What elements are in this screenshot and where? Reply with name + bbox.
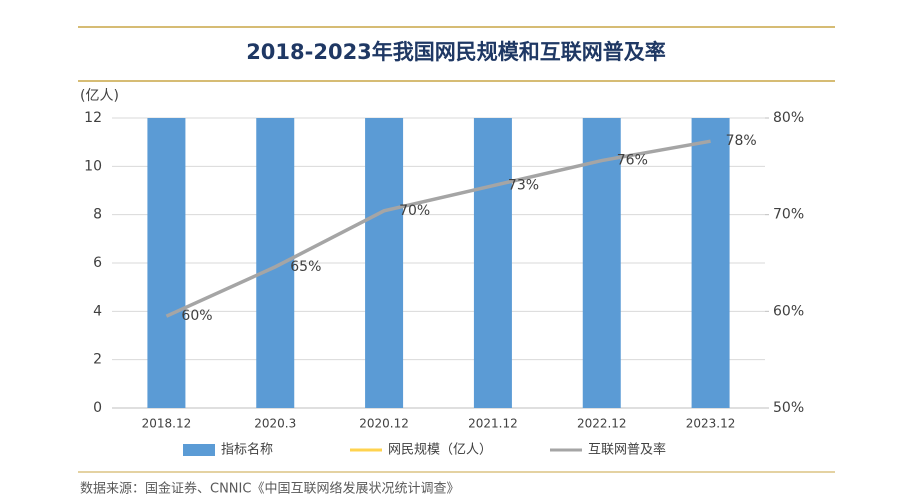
y-tick-label: 4 xyxy=(93,303,102,319)
y2-tick-label: 60% xyxy=(773,303,804,319)
bar xyxy=(473,118,512,408)
y2-tick-label: 50% xyxy=(773,400,804,416)
y-tick-label: 12 xyxy=(84,110,102,126)
y-tick-label: 8 xyxy=(93,207,102,223)
legend-label: 网民规模（亿人） xyxy=(388,443,492,458)
y-tick-label: 0 xyxy=(93,400,102,416)
data-label: 65% xyxy=(290,259,321,275)
bar xyxy=(147,118,186,408)
bar xyxy=(256,118,295,408)
data-label: 73% xyxy=(508,178,539,194)
y2-tick-label: 80% xyxy=(773,110,804,126)
x-tick-label: 2023.12 xyxy=(686,417,736,431)
y-tick-label: 6 xyxy=(93,255,102,271)
data-label: 70% xyxy=(399,203,430,219)
y-tick-label: 2 xyxy=(93,352,102,368)
bar xyxy=(691,118,730,408)
legend-label: 指标名称 xyxy=(221,442,273,458)
line xyxy=(165,139,711,318)
x-tick-label: 2020.12 xyxy=(359,417,409,431)
x-tick-label: 2021.12 xyxy=(468,417,518,431)
chart-title: 2018-2023年我国网民规模和互联网普及率 xyxy=(246,40,666,64)
x-tick-label: 2020.3 xyxy=(254,417,296,431)
data-label: 76% xyxy=(617,153,648,169)
data-label: 60% xyxy=(181,308,212,324)
x-tick-label: 2018.12 xyxy=(142,417,192,431)
y-tick-label: 10 xyxy=(84,158,102,174)
y2-tick-label: 70% xyxy=(773,207,804,223)
bar xyxy=(582,118,621,408)
bar xyxy=(365,118,404,408)
legend-label: 互联网普及率 xyxy=(588,442,666,458)
legend-swatch xyxy=(183,444,215,456)
x-tick-label: 2022.12 xyxy=(577,417,627,431)
data-label: 78% xyxy=(726,133,757,149)
source: 数据来源：国金证券、CNNIC《中国互联网络发展状况统计调查》 xyxy=(80,481,459,497)
y-axis-label: (亿人) xyxy=(80,88,119,104)
